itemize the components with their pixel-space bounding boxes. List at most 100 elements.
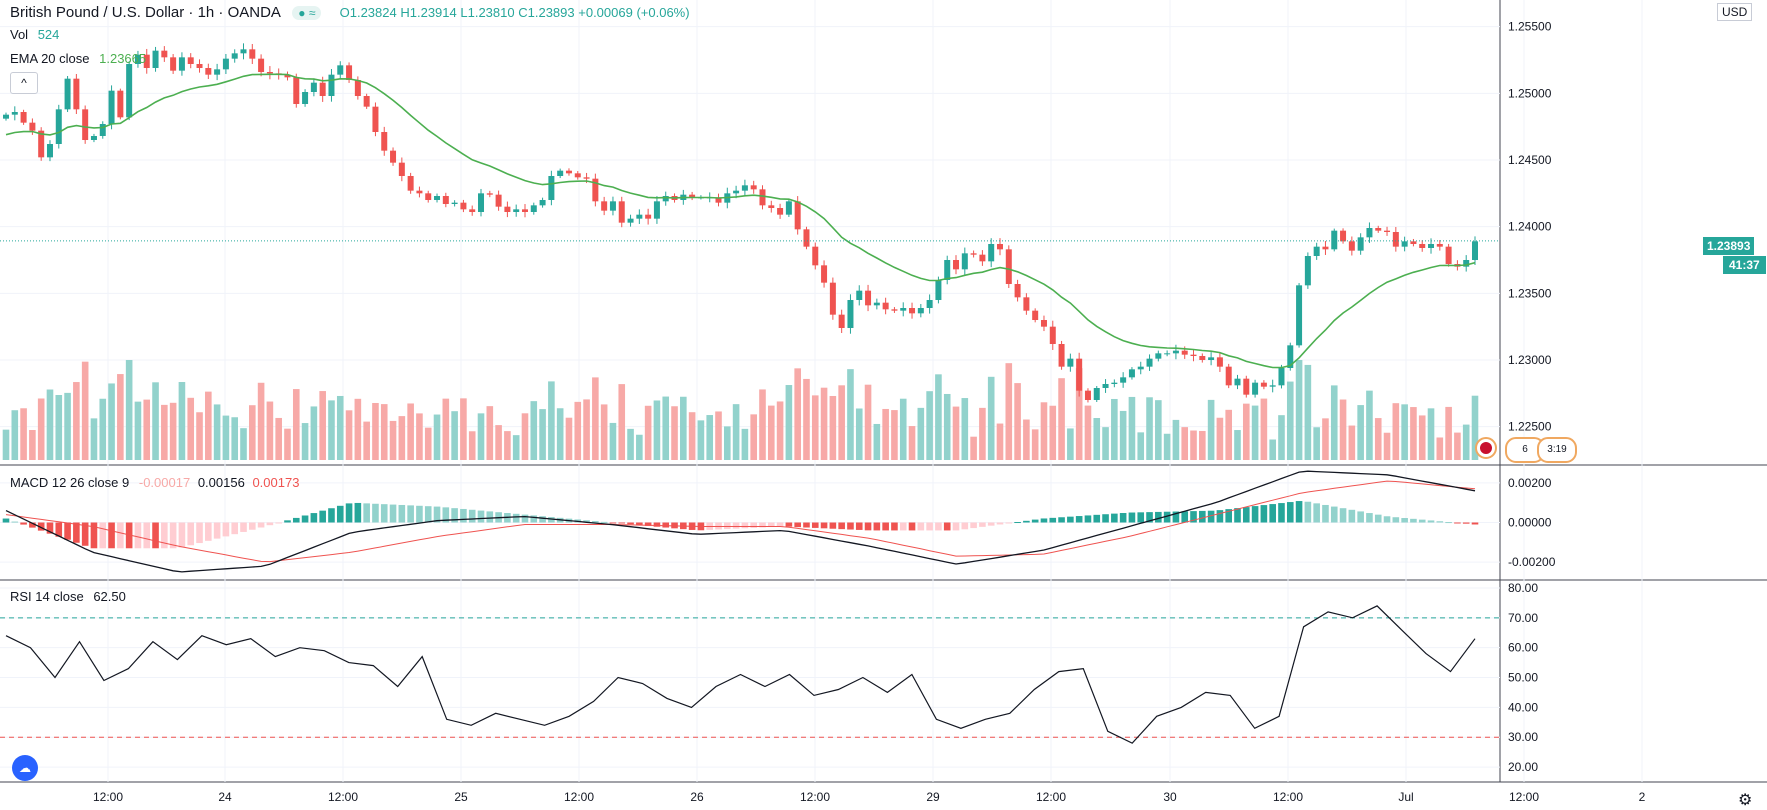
macd-histogram-bar (970, 522, 977, 529)
volume-bar (1278, 415, 1285, 460)
macd-histogram-bar (987, 522, 995, 526)
candle-body (1234, 378, 1241, 386)
macd-histogram-bar (1216, 510, 1224, 523)
macd-histogram-bar (398, 504, 406, 523)
candle-body (557, 170, 564, 176)
macd-histogram-bar (1146, 512, 1153, 523)
macd-histogram-bar (943, 522, 951, 531)
volume-bar (328, 400, 335, 460)
candle-body (609, 201, 616, 211)
settings-gear-icon[interactable]: ⚙ (1738, 792, 1753, 809)
macd-label: MACD 12 26 close 9 (10, 475, 130, 490)
candle-body (407, 176, 414, 191)
volume-bar (873, 423, 881, 460)
volume-bar (99, 398, 107, 460)
volume-bar (196, 412, 203, 460)
volume-bar (1058, 378, 1065, 460)
collapse-legend-button[interactable]: ^ (10, 72, 38, 94)
macd-histogram-bar (811, 522, 819, 528)
candle-body (55, 109, 62, 144)
macd-histogram-bar (829, 522, 837, 529)
macd-pane (2, 470, 1479, 573)
macd-histogram-bar (952, 522, 960, 531)
macd-histogram-bar (1075, 516, 1083, 523)
volume-bar (583, 399, 590, 460)
candle-body (689, 194, 696, 198)
candle-body (865, 290, 872, 306)
high-value: H1.23914 (400, 5, 457, 20)
volume-bar (46, 389, 54, 460)
candle-body (1146, 358, 1153, 367)
candle-body (310, 82, 317, 92)
volume-bar (1348, 425, 1356, 460)
volume-bar (741, 428, 749, 460)
candle-body (346, 65, 353, 80)
macd-histogram-bar (11, 521, 19, 523)
macd-histogram-bar (407, 505, 414, 523)
time-tick-label: 24 (218, 790, 232, 804)
candle-body (988, 244, 995, 262)
volume-bar (644, 405, 652, 460)
event-icons[interactable] (1475, 437, 1497, 459)
event-time-badge[interactable]: 3:19 (1537, 437, 1577, 463)
volume-bar (73, 382, 80, 460)
candle-body (425, 193, 432, 200)
candle-body (803, 229, 810, 247)
volume-bar (908, 426, 916, 460)
chart-mode-icon[interactable]: ● ≈ (292, 6, 322, 20)
candle-body (917, 308, 924, 314)
rsi-line (5, 605, 1476, 744)
volume-bar (970, 436, 977, 460)
candle-body (926, 300, 933, 308)
candle-body (73, 78, 80, 110)
macd-histogram-bar (1313, 503, 1320, 523)
macd-histogram-bar (108, 522, 115, 549)
volume-bar (592, 377, 599, 460)
candle-body (1225, 366, 1232, 386)
macd-histogram-bar (1067, 516, 1074, 523)
macd-histogram-bar (1199, 510, 1206, 523)
macd-histogram-bar (99, 522, 107, 549)
candle-body (1296, 285, 1303, 346)
macd-histogram-bar (310, 513, 318, 523)
candle-body (495, 194, 502, 207)
candle-body (847, 300, 854, 328)
candle-body (900, 308, 907, 311)
candle-body (390, 150, 397, 163)
macd-histogram-bar (776, 522, 784, 527)
volume-bar (372, 402, 379, 460)
macd-histogram-bar (1225, 509, 1233, 523)
volume-bar (1427, 408, 1435, 460)
macd-signal-line (5, 480, 1476, 563)
candle-body (1111, 382, 1118, 384)
time-tick-label: 25 (454, 790, 468, 804)
macd-histogram-bar (20, 522, 27, 525)
last-price-badge: 1.23893 (1703, 237, 1755, 255)
price-tick-label: 1.23000 (1508, 353, 1552, 367)
macd-histogram-bar (847, 522, 854, 530)
volume-bar (1023, 419, 1030, 460)
macd-histogram-bar (187, 522, 195, 546)
currency-label[interactable]: USD (1717, 3, 1753, 21)
rsi-tick-label: 60.00 (1508, 641, 1538, 655)
volume-bar (1410, 407, 1417, 460)
macd-histogram-bar (1348, 509, 1356, 523)
volume-bar (961, 398, 969, 460)
macd-histogram-bar (389, 504, 397, 523)
macd-histogram-bar (354, 502, 362, 523)
candle-body (636, 214, 643, 219)
macd-histogram-bar (917, 522, 925, 531)
macd-histogram-bar (1427, 520, 1435, 523)
macd-histogram-bar (292, 517, 300, 523)
candle-body (953, 260, 960, 270)
macd-histogram-bar (724, 522, 731, 530)
volume-bar (363, 421, 370, 460)
rsi-pane (0, 605, 1500, 744)
macd-histogram-bar (1286, 502, 1294, 523)
volume-bar (11, 410, 19, 460)
macd-histogram-bar (301, 515, 309, 523)
event-count: 6 (1522, 444, 1528, 455)
volume-bar (803, 378, 810, 460)
candle-body (1463, 260, 1470, 267)
